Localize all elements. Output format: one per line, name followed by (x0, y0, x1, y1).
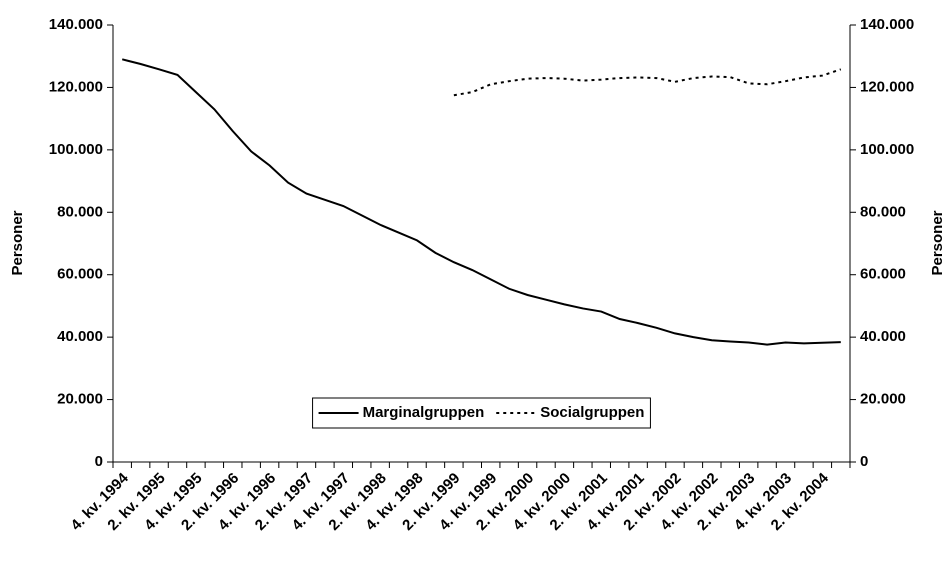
y-tick-label: 140.000 (49, 16, 103, 33)
legend-label: Socialgruppen (540, 404, 644, 421)
series-line (121, 58, 841, 346)
y-tick-label: 60.000 (57, 266, 103, 283)
legend-box (312, 397, 651, 429)
y-tick-label: 20.000 (57, 391, 103, 408)
y2-tick-label: 60.000 (860, 266, 906, 283)
y-tick-label: 100.000 (49, 141, 103, 158)
y-tick-label: 0 (95, 453, 103, 470)
legend: Marginalgruppen Socialgruppen (312, 397, 651, 429)
y2-tick-label: 20.000 (860, 391, 906, 408)
y2-tick-label: 120.000 (860, 78, 914, 95)
y2-tick-label: 0 (860, 453, 868, 470)
y-axis-title: Personer (9, 210, 26, 275)
y-tick-label: 80.000 (57, 203, 103, 220)
y-tick-label: 40.000 (57, 328, 103, 345)
y2-axis-title: Personer (929, 210, 946, 275)
y2-tick-label: 100.000 (860, 141, 914, 158)
legend-label: Marginalgruppen (363, 404, 485, 421)
y2-tick-label: 40.000 (860, 328, 906, 345)
y2-tick-label: 140.000 (860, 16, 914, 33)
series-line (453, 68, 842, 97)
y-tick-label: 120.000 (49, 78, 103, 95)
y2-tick-label: 80.000 (860, 203, 906, 220)
